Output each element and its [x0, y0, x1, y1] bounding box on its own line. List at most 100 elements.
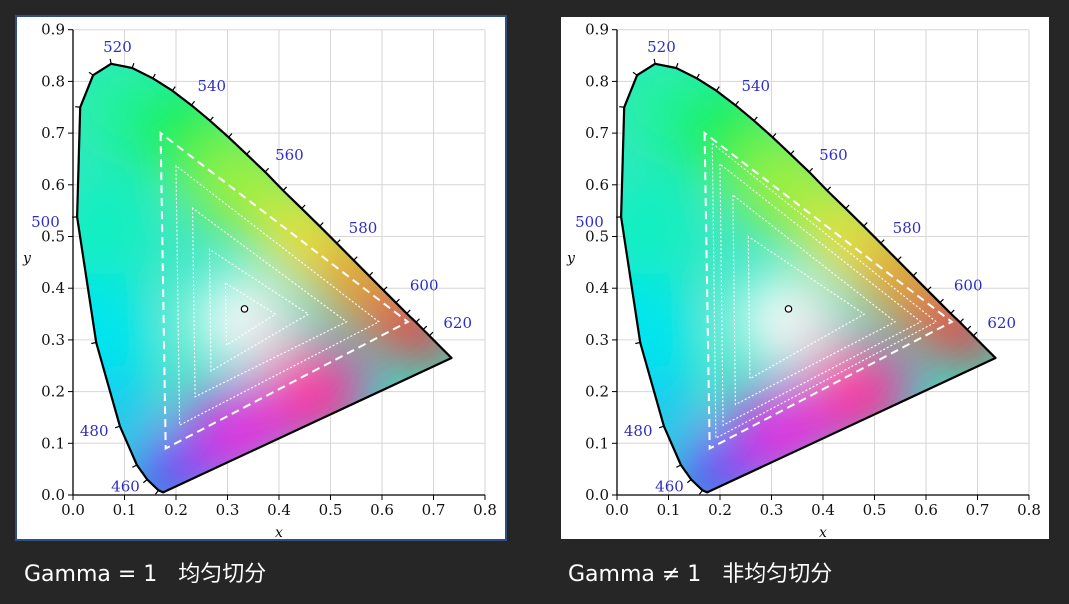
gamut-color-spot: [621, 174, 700, 278]
locus-tick: [753, 116, 758, 122]
x-tick-label: 0.1: [657, 501, 681, 519]
locus-tick: [88, 71, 94, 76]
locus-tick: [336, 239, 341, 244]
wavelength-label-620: 620: [443, 314, 472, 332]
locus-tick: [790, 150, 795, 155]
x-tick-label: 0.4: [811, 501, 835, 519]
gamut-color-spot: [237, 293, 300, 356]
locus-tick: [422, 325, 428, 330]
wavelength-label-500: 500: [575, 213, 604, 231]
locus-tick: [959, 318, 964, 323]
caption-right: Gamma ≠ 1 非均匀切分: [568, 562, 833, 587]
gamut-triangle-1: [703, 131, 954, 451]
locus-tick: [132, 464, 138, 468]
wavelength-label-560: 560: [275, 146, 304, 164]
x-tick-label: 0.8: [1017, 501, 1041, 519]
locus-tick: [632, 71, 638, 76]
y-tick-label: 0.4: [41, 279, 65, 297]
locus-tick: [715, 86, 720, 92]
wavelength-label-580: 580: [893, 219, 922, 237]
locus-tick: [912, 271, 918, 277]
locus-tick: [808, 167, 814, 173]
y-tick-label: 0.6: [41, 176, 65, 194]
wavelength-label-580: 580: [349, 219, 378, 237]
locus-tick: [635, 341, 641, 345]
locus-tick: [131, 63, 135, 69]
y-tick-label: 0.7: [585, 124, 609, 142]
locus-tick: [826, 186, 832, 191]
locus-tick: [428, 331, 434, 337]
wavelength-label-600: 600: [954, 277, 983, 295]
locus-tick: [734, 100, 740, 106]
locus-tick: [171, 86, 176, 92]
y-tick-label: 0.9: [585, 21, 609, 39]
spectral-locus: [75, 62, 453, 494]
gamut-triangle-1: [159, 131, 410, 451]
locus-tick: [897, 256, 902, 261]
locus-tick: [939, 298, 944, 304]
caption-left: Gamma = 1 均匀切分: [24, 562, 267, 587]
y-tick-label: 0.1: [585, 434, 609, 452]
locus-tick: [863, 222, 868, 227]
locus-tick: [114, 425, 121, 429]
white-point-marker: [240, 305, 249, 313]
x-tick-label: 0.5: [319, 501, 343, 519]
y-tick-label: 0.5: [41, 228, 65, 246]
y-axis-label: y: [22, 250, 32, 266]
x-tick-label: 0.6: [914, 501, 938, 519]
locus-tick: [880, 239, 885, 244]
wavelength-label-620: 620: [987, 314, 1016, 332]
wavelength-label-520: 520: [647, 38, 676, 56]
x-axis-label: x: [275, 525, 283, 539]
x-tick-label: 0.1: [113, 501, 137, 519]
wavelength-label-600: 600: [410, 277, 439, 295]
x-tick-label: 0.8: [473, 501, 497, 519]
locus-tick: [966, 325, 972, 330]
wavelength-label-480: 480: [80, 422, 109, 440]
chromaticity-chart-right: 0.0 0.1 0.2 0.3 0.4 0.5 0.6 0.7 0.8 0.0 0.1 0.2 0.3 0…: [566, 21, 1041, 539]
y-tick-label: 0.6: [585, 176, 609, 194]
locus-tick: [142, 479, 148, 484]
x-tick-label: 0.4: [267, 501, 291, 519]
gamut-triangle-3: [191, 206, 348, 398]
gamut-fill: [621, 63, 996, 493]
wavelength-label-500: 500: [31, 213, 60, 231]
locus-ticks: [616, 58, 978, 495]
locus-tick: [927, 286, 932, 291]
locus-tick: [264, 167, 270, 173]
locus-tick: [406, 309, 411, 314]
wavelength-label-520: 520: [103, 38, 132, 56]
locus-tick: [353, 256, 358, 261]
locus-tick: [368, 271, 374, 277]
wavelength-label-540: 540: [741, 77, 770, 95]
locus-tick: [75, 106, 81, 108]
locus-tick: [619, 106, 625, 108]
y-tick-label: 0.7: [41, 124, 65, 142]
locus-tick: [152, 73, 156, 79]
y-tick-label: 0.4: [585, 279, 609, 297]
locus-tick: [190, 100, 196, 106]
wavelength-label-480: 480: [624, 422, 653, 440]
locus-tick: [246, 150, 251, 155]
locus-tick: [209, 116, 214, 122]
chart-panel-right: 0.0 0.1 0.2 0.3 0.4 0.5 0.6 0.7 0.8 0.0 0.1 0.2 0.3 0…: [561, 17, 1049, 539]
x-tick-label: 0.7: [422, 501, 446, 519]
x-tick-label: 0.0: [61, 501, 85, 519]
white-point-marker: [784, 305, 793, 313]
y-tick-label: 0.9: [41, 21, 65, 39]
locus-tick: [415, 318, 420, 323]
y-tick-label: 0.2: [41, 383, 65, 401]
y-tick-label: 0.3: [41, 331, 65, 349]
locus-tick: [676, 464, 682, 468]
y-tick-label: 0.5: [585, 228, 609, 246]
x-tick-label: 0.6: [370, 501, 394, 519]
wavelength-label-540: 540: [197, 77, 226, 95]
locus-tick: [845, 204, 850, 210]
wavelength-label-560: 560: [819, 146, 848, 164]
locus-tick: [653, 58, 656, 64]
x-tick-label: 0.5: [863, 501, 887, 519]
y-tick-label: 0.8: [585, 72, 609, 90]
locus-tick: [698, 489, 703, 495]
x-tick-label: 0.2: [164, 501, 188, 519]
locus-tick: [658, 425, 665, 429]
